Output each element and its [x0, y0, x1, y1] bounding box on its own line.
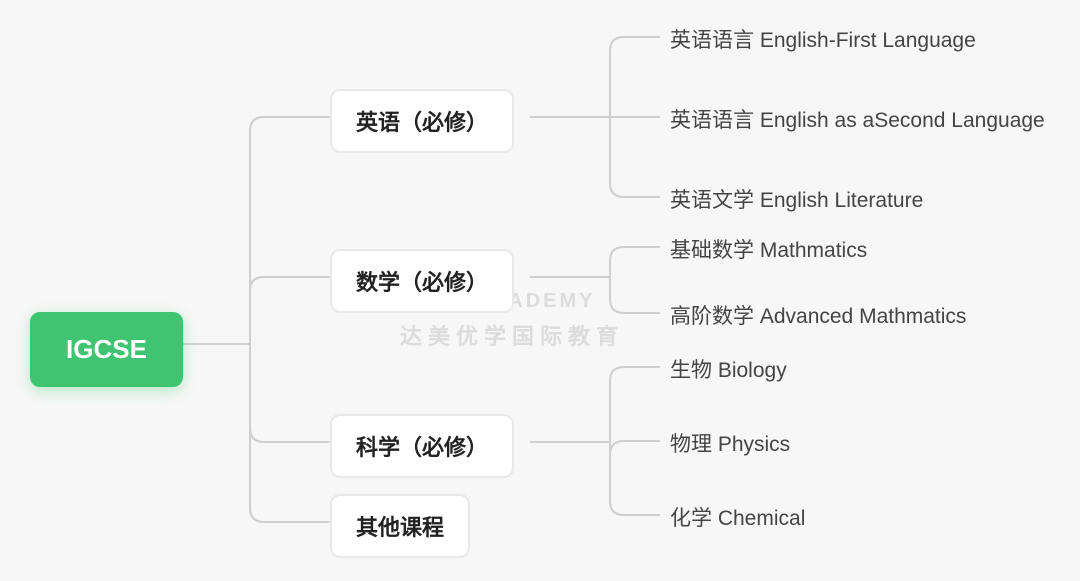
branch-node-b1: 数学（必修）	[330, 249, 514, 313]
leaf-b0-2: 英语文学 English Literature	[670, 184, 923, 214]
leaf-b2-0: 生物 Biology	[670, 354, 787, 384]
watermark-line2: 达美优学国际教育	[400, 319, 624, 351]
connector-lines	[0, 0, 1080, 581]
leaf-b1-0: 基础数学 Mathmatics	[670, 234, 867, 264]
branch-node-b0: 英语（必修）	[330, 89, 514, 153]
branch-node-b2: 科学（必修）	[330, 414, 514, 478]
leaf-b0-0: 英语语言 English-First Language	[670, 24, 976, 54]
mindmap-container: DM ACADEMY 达美优学国际教育 IGCSE 英语（必修）英语语言 Eng…	[0, 0, 1080, 581]
branch-node-b3: 其他课程	[330, 494, 470, 558]
leaf-b2-1: 物理 Physics	[670, 428, 790, 458]
root-node: IGCSE	[30, 312, 183, 387]
leaf-b0-1: 英语语言 English as aSecond Language	[670, 104, 1045, 134]
leaf-b2-2: 化学 Chemical	[670, 502, 805, 532]
leaf-b1-1: 高阶数学 Advanced Mathmatics	[670, 300, 966, 330]
